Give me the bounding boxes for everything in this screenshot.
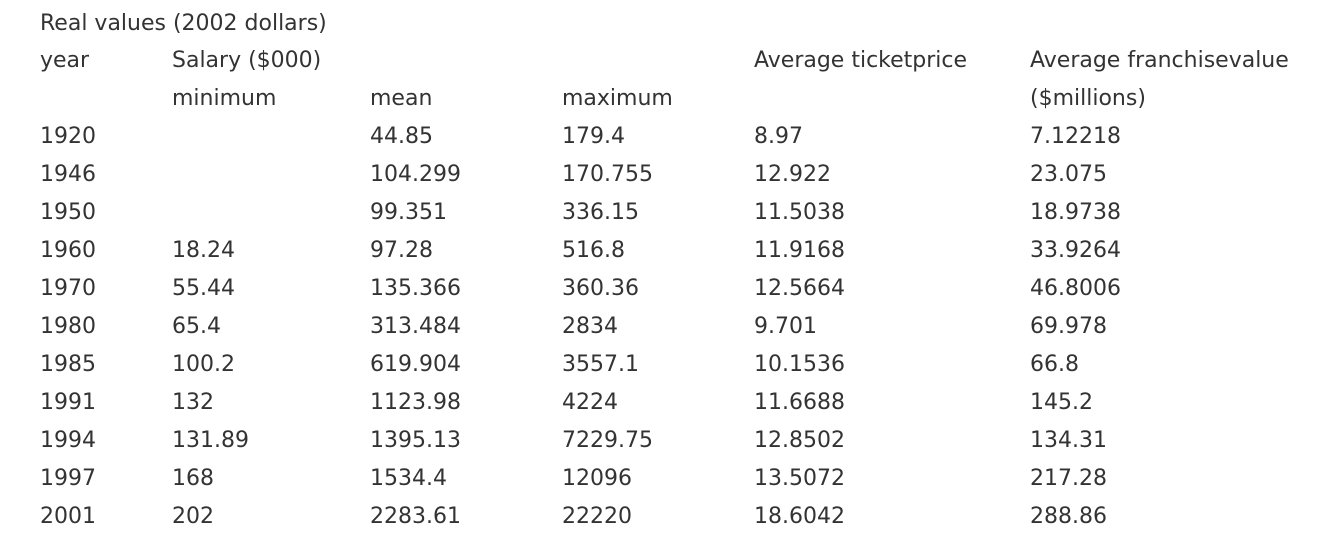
table-cell: 134.31 — [1030, 428, 1107, 453]
table-cell: 145.2 — [1030, 390, 1093, 415]
table-row: 1970 55.44 135.366 360.36 12.5664 46.8006 — [40, 270, 1322, 308]
table-cell — [40, 80, 172, 118]
table-cell: 168 — [172, 466, 214, 491]
table-row: 1950 99.351 336.15 11.5038 18.9738 — [40, 194, 1322, 232]
table-cell — [754, 80, 1030, 118]
table-cell: 170.755 — [562, 162, 653, 187]
table-cell: 9.701 — [754, 314, 817, 339]
table-cell: 2834 — [562, 314, 618, 339]
table-cell: 1960 — [40, 238, 96, 263]
table-cell: 33.9264 — [1030, 238, 1121, 263]
data-table: year Salary ($000) Average ticketprice Aver… — [40, 42, 1322, 536]
table-cell: 3557.1 — [562, 352, 639, 377]
table-cell: 1946 — [40, 162, 96, 187]
table-cell: 132 — [172, 390, 214, 415]
table-cell: 1985 — [40, 352, 96, 377]
header-row: year Salary ($000) Average ticketprice Aver… — [40, 42, 1322, 80]
table-cell: 4224 — [562, 390, 618, 415]
table-cell: 10.1536 — [754, 352, 845, 377]
table-cell: 44.85 — [370, 124, 433, 149]
table-cell: 8.97 — [754, 124, 803, 149]
table-row: 1991 132 1123.98 4224 11.6688 145.2 — [40, 384, 1322, 422]
table-row: 1920 44.85 179.4 8.97 7.12218 — [40, 118, 1322, 156]
table-cell: 135.366 — [370, 276, 461, 301]
table-cell — [172, 118, 370, 156]
table-cell: 46.8006 — [1030, 276, 1121, 301]
table-cell: 2001 — [40, 504, 96, 529]
table-cell — [172, 156, 370, 194]
table-cell: 1997 — [40, 466, 96, 491]
table-caption: Real values (2002 dollars) — [40, 11, 327, 36]
table-cell: 11.6688 — [754, 390, 845, 415]
table-cell: 11.9168 — [754, 238, 845, 263]
table-row: 1980 65.4 313.484 2834 9.701 69.978 — [40, 308, 1322, 346]
table-row: 1946 104.299 170.755 12.922 23.075 — [40, 156, 1322, 194]
table-cell: 1534.4 — [370, 466, 447, 491]
table-cell: 18.9738 — [1030, 200, 1121, 225]
table-cell: Average ticketprice — [754, 48, 968, 73]
table-cell: 202 — [172, 504, 214, 529]
table-cell: 336.15 — [562, 200, 639, 225]
table-cell: 97.28 — [370, 238, 433, 263]
subheader-row: minimum mean maximum ($millions) — [40, 80, 1322, 118]
table-cell: 12.8502 — [754, 428, 845, 453]
table-cell: 1395.13 — [370, 428, 461, 453]
table-cell: 179.4 — [562, 124, 625, 149]
table-row: 1994 131.89 1395.13 7229.75 12.8502 134.31 — [40, 422, 1322, 460]
table-cell: 1970 — [40, 276, 96, 301]
table-cell: 516.8 — [562, 238, 625, 263]
table-cell: 23.075 — [1030, 162, 1107, 187]
table-cell: 7229.75 — [562, 428, 653, 453]
table-cell: 1950 — [40, 200, 96, 225]
table-cell: 100.2 — [172, 352, 235, 377]
table-cell: 1920 — [40, 124, 96, 149]
table-cell: 12096 — [562, 466, 632, 491]
table-cell: minimum — [172, 86, 277, 111]
table-cell: 313.484 — [370, 314, 461, 339]
table-cell: 619.904 — [370, 352, 461, 377]
table-cell: 11.5038 — [754, 200, 845, 225]
table-cell: 1991 — [40, 390, 96, 415]
table-cell: 12.922 — [754, 162, 831, 187]
table-cell: maximum — [562, 86, 673, 111]
table-cell: 104.299 — [370, 162, 461, 187]
table-cell: 1980 — [40, 314, 96, 339]
table-cell: 22220 — [562, 504, 632, 529]
table-row: 1997 168 1534.4 12096 13.5072 217.28 — [40, 460, 1322, 498]
table-cell: 360.36 — [562, 276, 639, 301]
table-cell: 99.351 — [370, 200, 447, 225]
table-cell: 65.4 — [172, 314, 221, 339]
table-cell: 1994 — [40, 428, 96, 453]
table-cell — [370, 42, 562, 80]
table-cell: Average franchisevalue — [1030, 48, 1289, 73]
table-cell: 288.86 — [1030, 504, 1107, 529]
table-cell: 18.24 — [172, 238, 235, 263]
table-cell: Salary ($000) — [172, 48, 322, 73]
table-cell: 18.6042 — [754, 504, 845, 529]
table-row: 2001 202 2283.61 22220 18.6042 288.86 — [40, 498, 1322, 536]
table-cell: 2283.61 — [370, 504, 461, 529]
table-cell: mean — [370, 86, 433, 111]
table-cell — [562, 42, 754, 80]
table-row: 1985 100.2 619.904 3557.1 10.1536 66.8 — [40, 346, 1322, 384]
table-cell: 13.5072 — [754, 466, 845, 491]
table-cell: 131.89 — [172, 428, 249, 453]
table-cell: 7.12218 — [1030, 124, 1121, 149]
table-cell: ($millions) — [1030, 86, 1146, 111]
table-cell: 12.5664 — [754, 276, 845, 301]
table-cell: 66.8 — [1030, 352, 1079, 377]
table-cell: 55.44 — [172, 276, 235, 301]
table-cell — [172, 194, 370, 232]
table-cell: 217.28 — [1030, 466, 1107, 491]
table-cell: year — [40, 48, 90, 73]
table-row: 1960 18.24 97.28 516.8 11.9168 33.9264 — [40, 232, 1322, 270]
table-cell: 69.978 — [1030, 314, 1107, 339]
table-cell: 1123.98 — [370, 390, 461, 415]
